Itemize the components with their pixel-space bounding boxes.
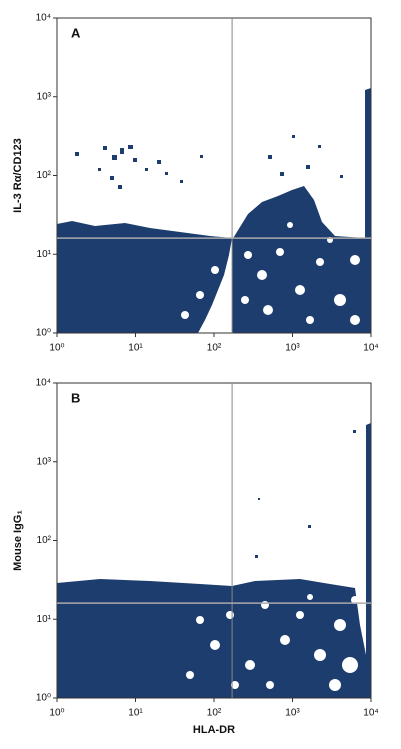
y-tick-label: 10⁴ (36, 13, 51, 24)
y-tick-label: 10⁰ (36, 328, 51, 339)
y-tick-label: 10⁴ (36, 378, 51, 389)
x-tick-label: 10³ (285, 343, 300, 354)
x-tick-label: 10¹ (128, 343, 143, 354)
x-tick-label: 10⁰ (49, 708, 64, 719)
x-axis-title: HLA-DR (193, 724, 235, 736)
x-tick-label: 10² (207, 708, 222, 719)
density-dots (75, 135, 343, 189)
y-tick-label: 10³ (37, 91, 52, 102)
y-tick-label: 10³ (37, 456, 52, 467)
density-dots (255, 430, 356, 558)
panel-label: B (71, 390, 80, 405)
panel: 10⁰ 10¹ 10² 10³ 10⁴ 10⁰ 10¹ 10² 10³ 10⁴ A IL-3 Rα/C… (12, 13, 379, 354)
x-tick-label: 10³ (285, 708, 300, 719)
y-tick-label: 10¹ (37, 614, 52, 625)
x-tick-label: 10⁰ (49, 343, 64, 354)
density-gaps (181, 222, 360, 325)
density-region (365, 88, 371, 240)
y-tick-label: 10⁰ (36, 693, 51, 704)
y-axis-title: Mouse IgG₁ (12, 510, 24, 571)
x-tick-label: 10¹ (128, 708, 143, 719)
density-region (366, 423, 371, 698)
y-tick-label: 10² (37, 170, 52, 181)
y-axis-title: IL-3 Rα/CD123 (12, 138, 24, 213)
y-tick-label: 10² (37, 535, 52, 546)
panel: 10⁰ 10¹ 10² 10³ 10⁴ 10⁰ 10¹ 10² 10³ 10⁴ B Mouse IgG… (12, 378, 379, 736)
x-tick-label: 10² (207, 343, 222, 354)
density-region (57, 221, 232, 333)
x-tick-label: 10⁴ (363, 343, 378, 354)
x-tick-label: 10⁴ (363, 708, 378, 719)
density-region (57, 579, 371, 698)
y-tick-label: 10¹ (37, 249, 52, 260)
panel-label: A (71, 25, 81, 40)
